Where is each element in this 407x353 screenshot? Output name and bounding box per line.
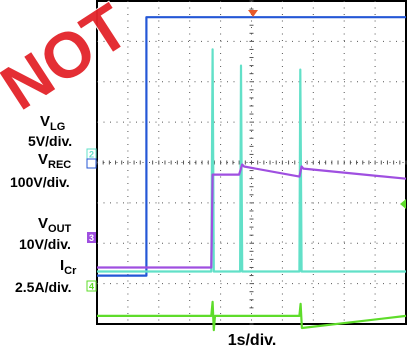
icr-label: ICr [60, 257, 77, 277]
svg-text:3: 3 [89, 233, 94, 243]
ch4-ground-marker: 4 [86, 280, 97, 292]
waveform-traces [97, 16, 407, 332]
vlg-trace [97, 16, 406, 277]
vout-trace [97, 163, 407, 269]
trigger-position-marker [248, 10, 258, 17]
ch4-offscreen-arrow [400, 199, 406, 209]
vrec-label: VREC [38, 151, 71, 171]
icr-trace [97, 300, 407, 332]
svg-text:2: 2 [89, 150, 94, 160]
watermark: NOT [0, 0, 141, 124]
vlg-label: VLG [40, 113, 65, 133]
vrec-trace [97, 48, 406, 273]
vrec-scale: 100V/div. [10, 174, 70, 190]
ch3-ground-marker: 3 [87, 232, 96, 243]
vlg-scale: 5V/div. [28, 133, 72, 149]
x-axis-label: 1s/div. [228, 332, 277, 349]
ch2-ground-marker: 2 [86, 148, 97, 160]
icr-scale: 2.5A/div. [15, 279, 72, 295]
vout-label: VOUT [38, 215, 72, 235]
ch1-ground-marker [86, 158, 97, 169]
vout-scale: 10V/div. [19, 236, 71, 252]
graticule [96, 0, 407, 325]
svg-text:4: 4 [89, 282, 94, 292]
